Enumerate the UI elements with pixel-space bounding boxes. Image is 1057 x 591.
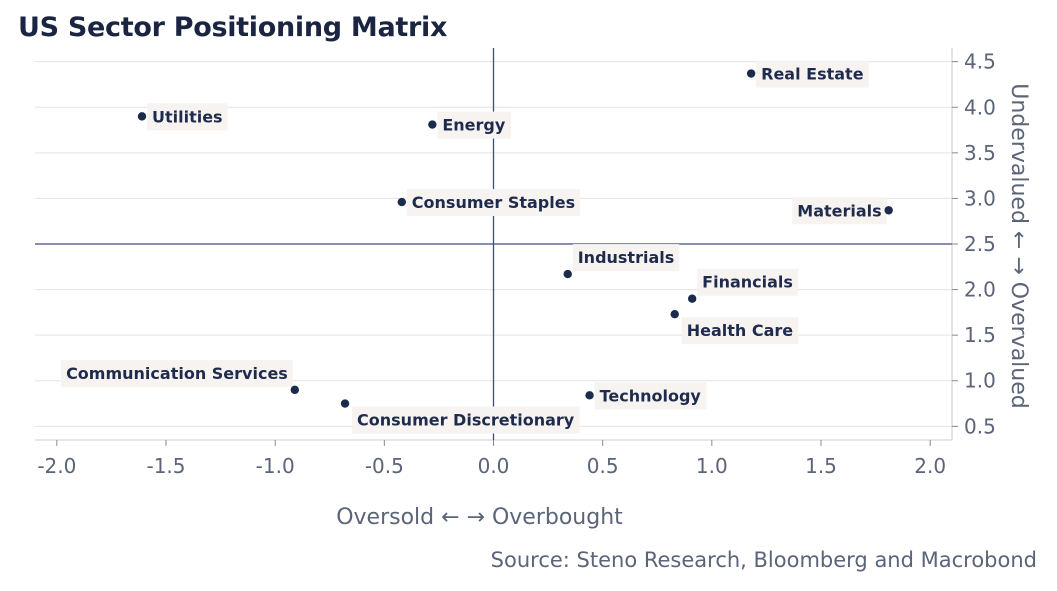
x-tick-label-2: -1.0 — [256, 454, 295, 478]
point-group-industrials: Industrials — [563, 244, 680, 279]
point-health-care — [670, 309, 679, 319]
x-tick-label-5: 0.5 — [587, 454, 619, 478]
point-label-bg-energy — [437, 111, 511, 139]
point-label-consumer-discretionary: Consumer Discretionary — [357, 411, 575, 430]
point-group-technology: Technology — [585, 382, 707, 410]
point-label-consumer-staples: Consumer Staples — [412, 193, 575, 212]
y-tick-label-6: 3.5 — [964, 141, 996, 165]
source-note: Source: Steno Research, Bloomberg and Ma… — [490, 548, 1037, 572]
x-tick-label-1: -1.5 — [146, 454, 185, 478]
y-tick-label-1: 1.0 — [964, 369, 996, 393]
x-tick-label-7: 1.5 — [805, 454, 837, 478]
point-group-communication-services: Communication Services — [61, 359, 300, 395]
point-utilities — [137, 112, 147, 121]
point-financials — [687, 294, 697, 303]
data-points: Real Estate Utilities Energy Consumer Stapl… — [61, 60, 893, 434]
y-axis-ticks: 0.5 1.0 1.5 2.0 2.5 3.0 3.5 4.0 4.5 — [952, 50, 996, 438]
point-label-bg-materials — [792, 197, 887, 225]
y-tick-label-7: 4.0 — [964, 95, 996, 119]
point-label-communication-services: Communication Services — [66, 364, 288, 383]
point-group-consumer-discretionary: Consumer Discretionary — [340, 399, 580, 434]
y-tick-label-4: 2.5 — [964, 232, 996, 256]
point-label-utilities: Utilities — [152, 107, 223, 126]
point-group-financials: Financials — [687, 268, 798, 303]
point-consumer-staples — [397, 197, 406, 207]
point-label-financials: Financials — [702, 273, 793, 292]
point-communication-services — [290, 385, 300, 395]
x-tick-label-4: 0.0 — [478, 454, 510, 478]
chart-title: US Sector Positioning Matrix — [18, 12, 448, 43]
x-axis-label: Oversold ← → Overbought — [336, 505, 623, 530]
x-tick-label-6: 1.0 — [696, 454, 728, 478]
point-label-bg-utilities — [146, 103, 228, 131]
point-group-real-estate: Real Estate — [746, 60, 869, 88]
point-technology — [585, 391, 594, 400]
point-label-health-care: Health Care — [687, 321, 794, 340]
point-label-bg-health-care — [681, 317, 799, 345]
point-label-bg-real-estate — [756, 60, 869, 88]
point-group-health-care: Health Care — [670, 309, 799, 345]
y-tick-label-8: 4.5 — [964, 50, 996, 74]
point-group-energy: Energy — [428, 111, 511, 139]
y-axis-label: Undervalued ← → Overvalued — [1006, 83, 1031, 408]
point-label-energy: Energy — [442, 116, 506, 135]
y-tick-label-2: 1.5 — [964, 323, 996, 347]
point-label-bg-industrials — [572, 244, 680, 272]
point-label-industrials: Industrials — [578, 248, 675, 267]
point-label-real-estate: Real Estate — [761, 65, 864, 84]
x-tick-label-0: -2.0 — [37, 454, 76, 478]
point-label-bg-financials — [697, 268, 798, 296]
point-label-materials: Materials — [797, 201, 881, 220]
point-label-bg-consumer-staples — [406, 189, 581, 217]
x-axis-ticks: -2.0 -1.5 -1.0 -0.5 0.0 0.5 1.0 1.5 2.0 — [37, 440, 946, 478]
x-tick-label-3: -0.5 — [365, 454, 404, 478]
point-real-estate — [746, 69, 756, 78]
point-group-utilities: Utilities — [137, 103, 228, 131]
y-tick-label-3: 2.0 — [964, 278, 996, 302]
point-label-bg-technology — [594, 382, 707, 410]
y-tick-label-0: 0.5 — [964, 414, 996, 438]
point-group-consumer-staples: Consumer Staples — [397, 189, 581, 217]
point-label-technology: Technology — [600, 386, 702, 405]
y-tick-label-5: 3.0 — [964, 186, 996, 210]
point-group-materials: Materials — [792, 197, 893, 225]
point-consumer-discretionary — [340, 399, 350, 408]
point-materials — [884, 206, 893, 215]
point-label-bg-consumer-discretionary — [352, 406, 580, 434]
x-tick-label-8: 2.0 — [914, 454, 946, 478]
point-label-bg-communication-services — [61, 359, 293, 387]
point-industrials — [563, 269, 572, 279]
point-energy — [428, 120, 437, 129]
